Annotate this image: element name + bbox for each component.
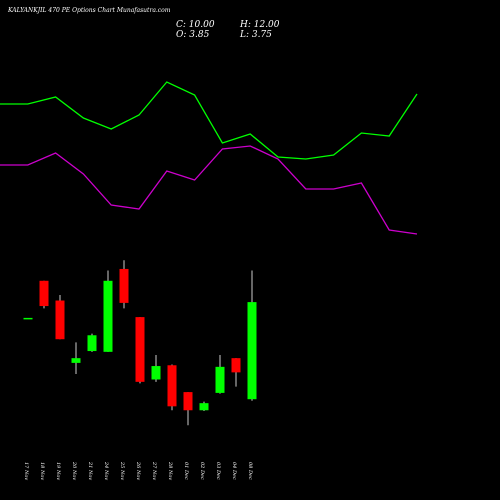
candle-body — [55, 300, 65, 340]
candle-body — [199, 403, 209, 411]
x-tick-label: 17 Nov — [23, 462, 29, 480]
overlay-line — [0, 81, 418, 160]
x-tick-label: 27 Nov — [151, 461, 157, 480]
candle-body — [231, 358, 241, 373]
x-tick-label: 03 Dec — [215, 462, 221, 480]
candle-body — [151, 366, 161, 380]
candle-body — [247, 302, 257, 400]
x-tick-label: 20 Nov — [71, 461, 77, 480]
overlay-line — [0, 145, 418, 235]
x-tick-label: 08 Dec — [247, 462, 253, 480]
x-tick-label: 26 Nov — [135, 461, 141, 480]
x-tick-label: 25 Nov — [119, 461, 125, 480]
chart-title: KALYANKJIL 470 PE Options Chart Munafasu… — [7, 7, 171, 14]
candle-body — [71, 358, 81, 363]
summary: C: 10.00 — [176, 20, 215, 30]
candle-body — [183, 392, 193, 411]
candle-body — [23, 317, 33, 320]
candle-body — [87, 335, 97, 352]
candle-body — [135, 317, 145, 382]
candle-body — [215, 366, 225, 393]
x-tick-label: 19 Nov — [55, 462, 61, 480]
candle-body — [103, 280, 113, 352]
x-tick-label: 18 Nov — [39, 462, 45, 480]
candle-body — [39, 280, 49, 307]
candle-body — [119, 268, 129, 303]
x-tick-label: 01 Dec — [183, 462, 189, 480]
candle-body — [167, 365, 177, 407]
x-tick-label: 28 Nov — [167, 461, 173, 480]
x-tick-label: 24 Nov — [103, 461, 109, 480]
summary: H: 12.00 — [239, 20, 280, 30]
x-tick-label: 04 Dec — [231, 462, 237, 480]
x-tick-label: 21 Nov — [87, 461, 93, 480]
summary: O: 3.85 — [176, 30, 210, 40]
x-tick-label: 02 Dec — [199, 462, 205, 480]
summary: L: 3.75 — [239, 30, 272, 40]
